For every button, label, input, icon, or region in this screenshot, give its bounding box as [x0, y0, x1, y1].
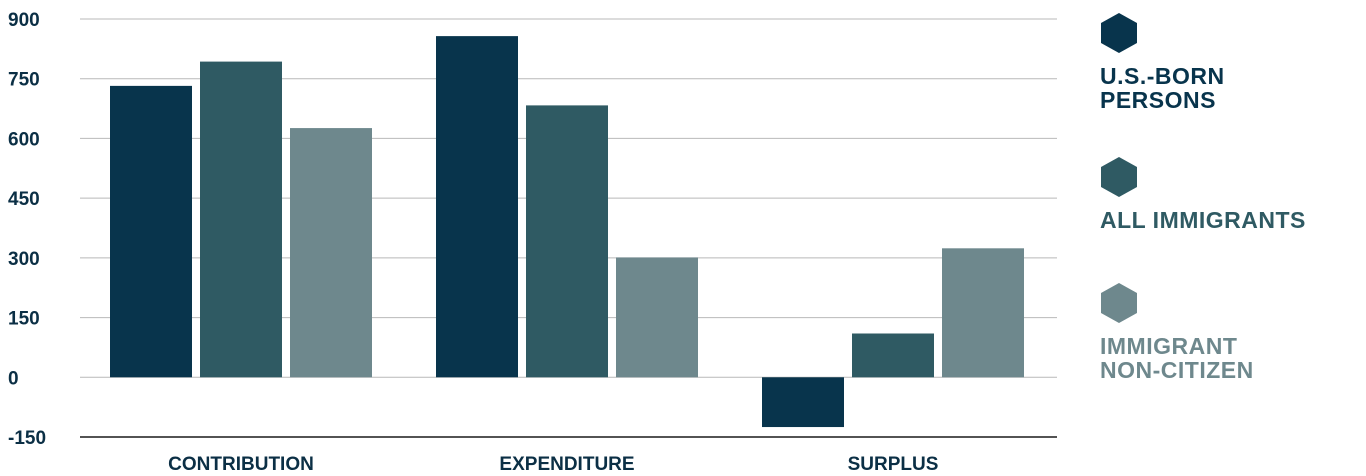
y-tick-label: 600	[8, 129, 40, 150]
legend-label: U.S.-BORN PERSONS	[1100, 63, 1225, 113]
bars	[110, 36, 1024, 428]
y-tick-label: 900	[8, 10, 40, 31]
x-axis-category-labels: CONTRIBUTION EXPENDITURE SURPLUS	[168, 454, 938, 475]
bar	[290, 128, 372, 378]
bar	[762, 377, 844, 428]
bar	[110, 85, 192, 378]
bar	[942, 248, 1024, 378]
x-category-label: EXPENDITURE	[499, 454, 634, 475]
x-category-label: CONTRIBUTION	[168, 454, 314, 475]
legend-item-all-immigrants: ALL IMMIGRANTS	[1100, 156, 1306, 232]
y-tick-label: 0	[8, 368, 19, 389]
bar	[436, 36, 518, 378]
y-axis-tick-labels: 900 750 600 450 300 150 0 -150	[8, 10, 46, 449]
bar	[852, 333, 934, 378]
y-tick-label: 300	[8, 249, 40, 270]
bar	[200, 61, 282, 378]
legend-item-immigrant-non-citizen: IMMIGRANT NON-CITIZEN	[1100, 282, 1254, 382]
bar	[616, 257, 698, 378]
y-tick-label: 750	[8, 70, 40, 91]
x-category-label: SURPLUS	[848, 454, 939, 475]
hexagon-icon	[1101, 13, 1137, 53]
bar	[526, 105, 608, 378]
y-tick-label: -150	[8, 428, 46, 449]
legend-label: IMMIGRANT NON-CITIZEN	[1100, 333, 1254, 383]
y-tick-label: 150	[8, 309, 40, 330]
legend-item-us-born: U.S.-BORN PERSONS	[1100, 12, 1225, 112]
hexagon-icon	[1101, 283, 1137, 323]
hexagon-icon	[1101, 157, 1137, 197]
y-tick-label: 450	[8, 189, 40, 210]
legend-label: ALL IMMIGRANTS	[1100, 207, 1306, 233]
